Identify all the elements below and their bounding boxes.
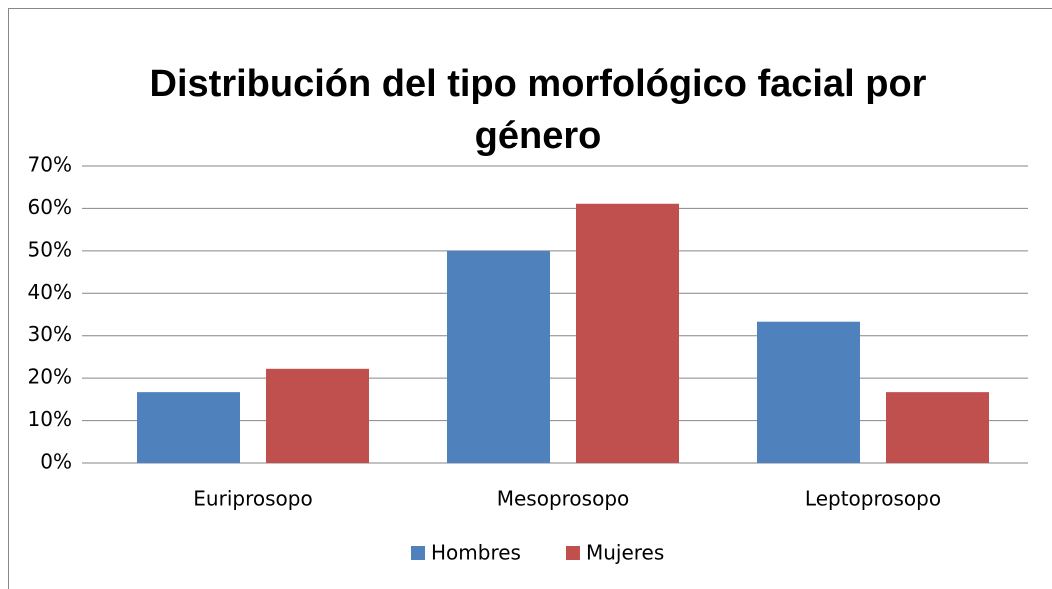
y-tick-label: 20%: [28, 365, 72, 389]
y-tick-label: 10%: [28, 407, 72, 431]
chart-title: Distribución del tipo morfológico facial…: [149, 63, 927, 157]
y-tick-label: 50%: [28, 237, 72, 261]
x-tick-label: Euriprosopo: [193, 487, 312, 511]
y-tick-label: 60%: [28, 195, 72, 219]
y-tick-label: 0%: [40, 450, 72, 474]
bar: [757, 321, 860, 463]
bar: [137, 392, 240, 463]
legend-swatch: [411, 546, 425, 560]
legend-label: Hombres: [431, 541, 521, 565]
legend-swatch: [565, 546, 580, 560]
x-tick-label: Mesoprosopo: [497, 487, 630, 511]
bar: [886, 392, 989, 463]
x-tick-label: Leptoprosopo: [805, 487, 941, 511]
y-tick-label: 40%: [28, 280, 72, 304]
chart-border: [8, 8, 1052, 589]
legend-label: Mujeres: [586, 541, 664, 565]
bar: [576, 203, 679, 464]
y-tick-label: 70%: [28, 153, 72, 177]
bar: [266, 368, 369, 463]
bar: [447, 250, 550, 463]
y-tick-label: 30%: [28, 322, 72, 346]
